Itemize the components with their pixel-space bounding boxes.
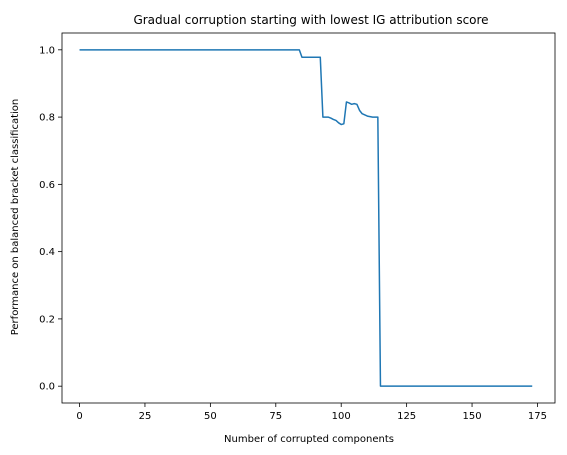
x-tick-label: 25 (139, 411, 152, 422)
x-tick-label: 175 (528, 411, 547, 422)
x-tick-label: 125 (397, 411, 416, 422)
series-line (79, 49, 533, 387)
plot-area (61, 32, 556, 404)
y-axis-label: Performance on balanced bracket classifi… (10, 99, 21, 336)
y-tick-label: 1.0 (39, 45, 55, 56)
x-axis-label: Number of corrupted components (224, 434, 394, 445)
x-tick-label: 150 (463, 411, 482, 422)
plot-frame (61, 32, 556, 404)
y-tick-label: 0.6 (39, 180, 55, 191)
y-tick-label: 0.4 (39, 247, 55, 258)
y-tick-label: 0.8 (39, 113, 55, 124)
x-tick-label: 50 (204, 411, 217, 422)
y-tick-label: 0.0 (39, 382, 55, 393)
x-tick-label: 0 (76, 411, 82, 422)
series-layer (79, 49, 533, 387)
y-tick-label: 0.2 (39, 314, 55, 325)
x-tick-label: 75 (269, 411, 282, 422)
y-axis: 0.0 0.2 0.4 0.6 0.8 1.0 (39, 45, 62, 393)
x-tick-label: 100 (332, 411, 351, 422)
chart-title: Gradual corruption starting with lowest … (133, 13, 488, 27)
x-axis: 0 25 50 75 100 125 150 175 (76, 403, 547, 422)
